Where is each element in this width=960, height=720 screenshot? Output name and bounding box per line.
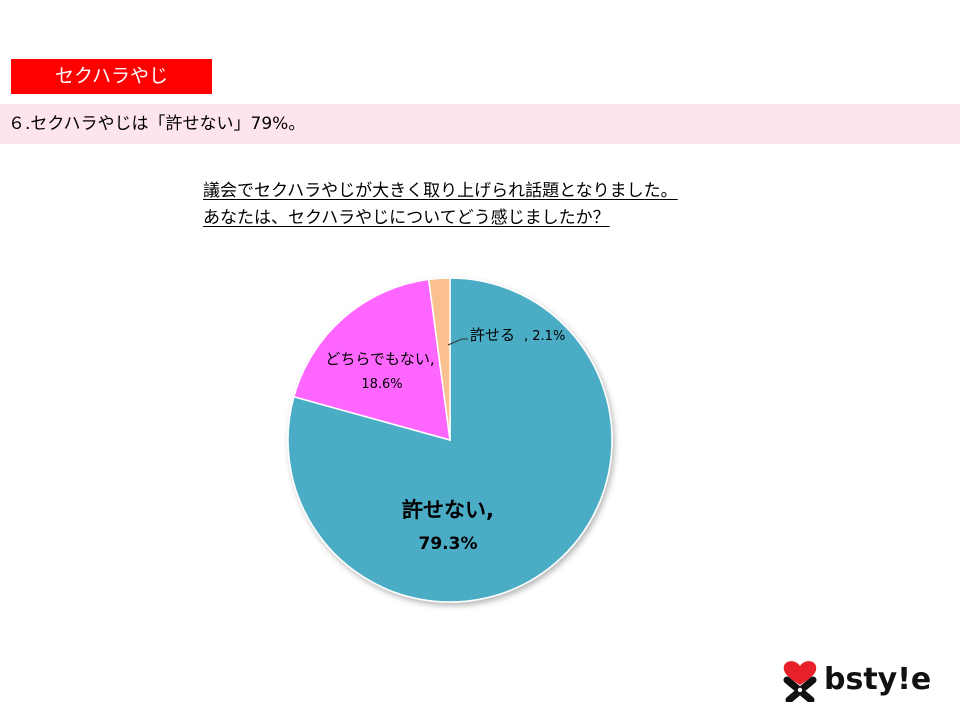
leader-line-3 xyxy=(447,338,468,346)
data-label-3-name: 許せる xyxy=(470,326,515,344)
question-line-2: あなたは、セクハラやじについてどう感じましたか？ xyxy=(203,208,610,228)
question-line-1: 議会でセクハラやじが大きく取り上げられ話題となりました。 xyxy=(203,181,678,201)
survey-question: 議会でセクハラやじが大きく取り上げられ話題となりました。 あなたは、セクハラやじ… xyxy=(203,178,678,232)
headline-bar: ６.セクハラやじは「許せない」79%。 xyxy=(0,104,960,144)
headline: ６.セクハラやじは「許せない」79%。 xyxy=(8,114,306,134)
data-label-2-value: 18.6% xyxy=(361,377,402,392)
logo-text: bsty!e xyxy=(824,662,932,697)
pie-slice-1 xyxy=(287,277,613,603)
heart-x-icon xyxy=(783,661,817,704)
pie-slice-2 xyxy=(292,278,451,442)
section-tag: セクハラやじ xyxy=(11,59,212,94)
bstyle-logo: bsty!e xyxy=(778,658,943,704)
data-label-2-name: どちらでもない, xyxy=(325,350,434,368)
pie-slice-3 xyxy=(427,277,451,441)
data-label-3-value: , 2.1% xyxy=(524,329,565,344)
data-label-1-value: 79.3% xyxy=(419,534,478,554)
data-label-1-name: 許せない, xyxy=(402,498,494,522)
pie-slices xyxy=(287,277,613,603)
